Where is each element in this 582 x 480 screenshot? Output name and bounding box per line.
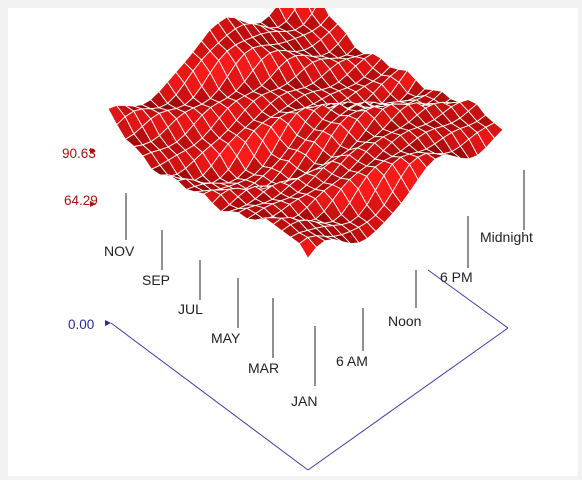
- z-marker-64-29: [90, 201, 96, 207]
- z-tick-label-90-63: 90.63: [62, 146, 96, 161]
- surface-chart: 90.63 64.29 0.00 NOV SEP JUL MAY MAR JAN…: [62, 8, 533, 471]
- x-tick-label-may: MAY: [211, 330, 241, 346]
- y-tick-label-noon: Noon: [388, 313, 421, 329]
- y-tick-label-6pm: 6 PM: [440, 269, 473, 285]
- surface-mesh: [107, 8, 504, 260]
- chart-panel: 90.63 64.29 0.00 NOV SEP JUL MAY MAR JAN…: [8, 8, 578, 476]
- x-tick-label-jan: JAN: [291, 393, 317, 409]
- surface-cell: [331, 234, 352, 245]
- surface-cell: [443, 151, 461, 159]
- drop-lines: [125, 170, 525, 386]
- surface-cell: [308, 8, 316, 15]
- axis-labels: 90.63 64.29 0.00 NOV SEP JUL MAY MAR JAN…: [62, 146, 533, 409]
- base-edge: [307, 327, 509, 471]
- surface-cell: [298, 236, 318, 260]
- z-tick-label-64-29: 64.29: [64, 193, 98, 208]
- base-edge: [110, 322, 309, 471]
- x-tick-label-mar: MAR: [248, 360, 279, 376]
- z-tick-label-0-00: 0.00: [68, 317, 94, 332]
- x-tick-label-jul: JUL: [178, 301, 203, 317]
- y-tick-label-midnight: Midnight: [480, 229, 533, 245]
- base-edge: [427, 269, 509, 329]
- y-tick-label-6am: 6 AM: [336, 353, 368, 369]
- z-marker-0-00: [105, 320, 111, 326]
- x-tick-label-nov: NOV: [104, 243, 135, 259]
- x-tick-label-sep: SEP: [142, 272, 170, 288]
- z-marker-90-63: [90, 148, 96, 154]
- base-plane: [110, 269, 509, 471]
